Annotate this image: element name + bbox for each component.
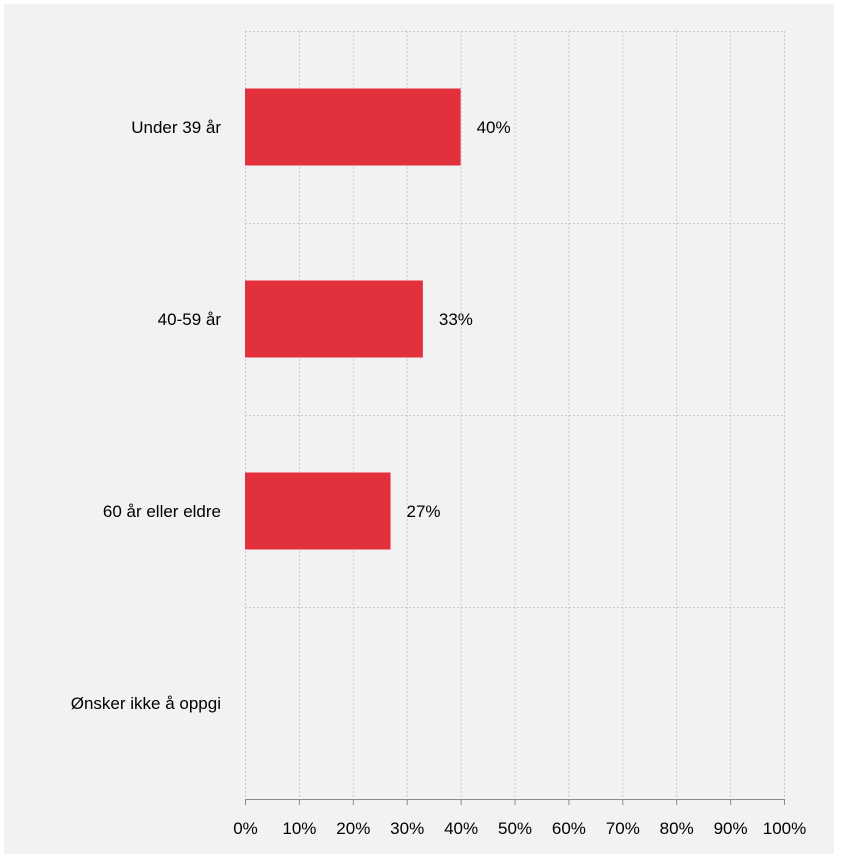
x-tick-label: 90% — [714, 819, 748, 838]
x-tick-label: 50% — [498, 819, 532, 838]
x-tick-label: 10% — [282, 819, 316, 838]
bars — [245, 88, 461, 550]
x-tick-label: 20% — [336, 819, 370, 838]
bar-chart: 40% 33% 27% Under 39 år 40-59 år 60 år eller… — [71, 31, 806, 838]
data-label: 40% — [477, 118, 511, 137]
x-tick-label: 100% — [763, 819, 806, 838]
x-tick-label: 30% — [390, 819, 424, 838]
bar — [245, 280, 423, 358]
x-axis: 0% 10% 20% 30% 40% 50% 60% 70% 80% 90% 100% — [233, 799, 806, 838]
data-labels: 40% 33% 27% — [407, 118, 511, 521]
x-tick-label: 60% — [552, 819, 586, 838]
x-tick-label: 80% — [660, 819, 694, 838]
category-label: Under 39 år — [131, 118, 221, 137]
bar — [245, 472, 391, 550]
grid-lines — [245, 31, 785, 799]
x-tick-label: 70% — [606, 819, 640, 838]
category-label: Ønsker ikke å oppgi — [71, 694, 221, 713]
category-label: 60 år eller eldre — [103, 502, 221, 521]
bar — [245, 88, 461, 166]
data-label: 27% — [407, 502, 441, 521]
chart-panel: 40% 33% 27% Under 39 år 40-59 år 60 år eller… — [4, 4, 834, 854]
category-label: 40-59 år — [158, 310, 222, 329]
x-tick-label: 40% — [444, 819, 478, 838]
data-label: 33% — [439, 310, 473, 329]
category-labels: Under 39 år 40-59 år 60 år eller eldre Ønsk… — [71, 118, 222, 713]
x-tick-label: 0% — [233, 819, 258, 838]
